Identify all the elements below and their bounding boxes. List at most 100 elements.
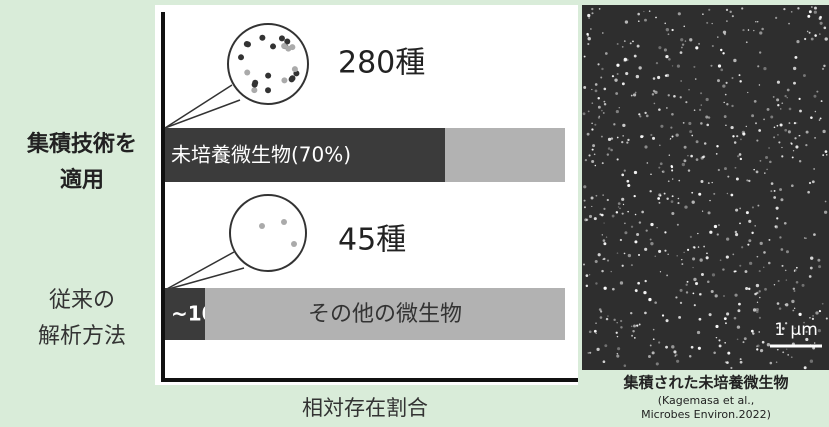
speckle bbox=[667, 94, 670, 97]
speckle bbox=[784, 128, 788, 132]
speckle bbox=[665, 345, 668, 349]
speckle bbox=[725, 8, 729, 11]
speckle bbox=[784, 269, 787, 272]
speckle bbox=[624, 231, 628, 235]
speckle bbox=[677, 12, 681, 16]
speckle bbox=[751, 114, 755, 118]
speckle bbox=[819, 33, 821, 35]
speckle bbox=[590, 28, 592, 30]
speckle bbox=[755, 170, 759, 174]
speckle bbox=[799, 109, 802, 113]
speckle bbox=[640, 135, 644, 139]
speckle bbox=[656, 227, 658, 229]
speckle bbox=[763, 67, 767, 71]
dot bbox=[278, 35, 285, 42]
speckle bbox=[714, 294, 718, 298]
speckle bbox=[643, 291, 647, 295]
speckle bbox=[633, 194, 636, 198]
speckle bbox=[665, 27, 670, 32]
speckle bbox=[620, 326, 623, 329]
speckle bbox=[819, 15, 822, 19]
speckle bbox=[821, 302, 824, 305]
speckle bbox=[807, 190, 810, 194]
speckle bbox=[620, 319, 623, 323]
speckle bbox=[781, 146, 783, 149]
speckle bbox=[773, 196, 777, 199]
speckle bbox=[610, 148, 613, 152]
speckle bbox=[822, 154, 825, 157]
speckle bbox=[600, 213, 604, 217]
speckle bbox=[621, 197, 625, 201]
speckle bbox=[621, 46, 624, 48]
speckle bbox=[595, 194, 598, 197]
speckle bbox=[621, 212, 624, 215]
speckle bbox=[633, 337, 636, 339]
speckle bbox=[707, 182, 710, 185]
speckle bbox=[739, 360, 743, 364]
speckle bbox=[747, 243, 750, 246]
speckle bbox=[693, 65, 696, 68]
speckle bbox=[697, 232, 699, 235]
speckle bbox=[619, 281, 624, 285]
speckle bbox=[730, 193, 734, 197]
speckle bbox=[711, 273, 716, 277]
speckle bbox=[686, 280, 689, 283]
speckle bbox=[630, 325, 633, 328]
speckle bbox=[591, 148, 594, 151]
speckle bbox=[616, 354, 620, 358]
speckle bbox=[773, 126, 776, 129]
speckle bbox=[600, 310, 603, 313]
speckle bbox=[615, 211, 619, 214]
speckle bbox=[817, 258, 821, 262]
speckle bbox=[755, 21, 757, 23]
speckle bbox=[636, 324, 639, 327]
speckle bbox=[776, 217, 779, 220]
speckle bbox=[688, 121, 692, 126]
speckle bbox=[814, 110, 817, 113]
speckle bbox=[634, 213, 637, 216]
speckle bbox=[622, 135, 624, 137]
speckle bbox=[781, 327, 785, 330]
speckle bbox=[668, 154, 671, 156]
dot bbox=[238, 54, 245, 61]
speckle bbox=[683, 25, 686, 28]
speckle bbox=[758, 331, 761, 333]
speckle bbox=[742, 132, 746, 136]
speckle bbox=[803, 321, 805, 324]
speckle bbox=[790, 356, 793, 359]
speckle bbox=[757, 65, 760, 68]
category-label: 解析方法 bbox=[38, 324, 126, 349]
speckle bbox=[703, 142, 707, 145]
speckle bbox=[650, 222, 654, 227]
speckle bbox=[796, 40, 800, 44]
speckle bbox=[603, 87, 607, 91]
speckle bbox=[739, 207, 742, 210]
speckle bbox=[610, 137, 614, 140]
speckle bbox=[654, 301, 657, 304]
speckle bbox=[664, 22, 667, 25]
dot bbox=[270, 43, 277, 50]
speckle bbox=[783, 8, 786, 11]
speckle bbox=[611, 214, 615, 218]
speckle bbox=[786, 96, 788, 99]
speckle bbox=[724, 167, 727, 171]
speckle bbox=[775, 16, 778, 19]
speckle bbox=[591, 205, 593, 208]
speckle bbox=[725, 81, 728, 84]
speckle bbox=[587, 13, 591, 18]
speckle bbox=[583, 199, 586, 202]
speckle bbox=[589, 351, 592, 354]
speckle bbox=[792, 150, 795, 152]
speckle bbox=[717, 224, 720, 227]
speckle bbox=[680, 38, 684, 42]
bar-segment bbox=[165, 128, 445, 182]
speckle bbox=[748, 287, 751, 291]
speckle bbox=[690, 154, 693, 158]
speckle bbox=[778, 141, 781, 144]
speckle bbox=[661, 170, 665, 174]
speckle bbox=[745, 41, 748, 44]
speckle bbox=[657, 75, 661, 80]
speckle bbox=[797, 7, 800, 10]
speckle bbox=[793, 270, 796, 272]
speckle bbox=[633, 54, 637, 58]
